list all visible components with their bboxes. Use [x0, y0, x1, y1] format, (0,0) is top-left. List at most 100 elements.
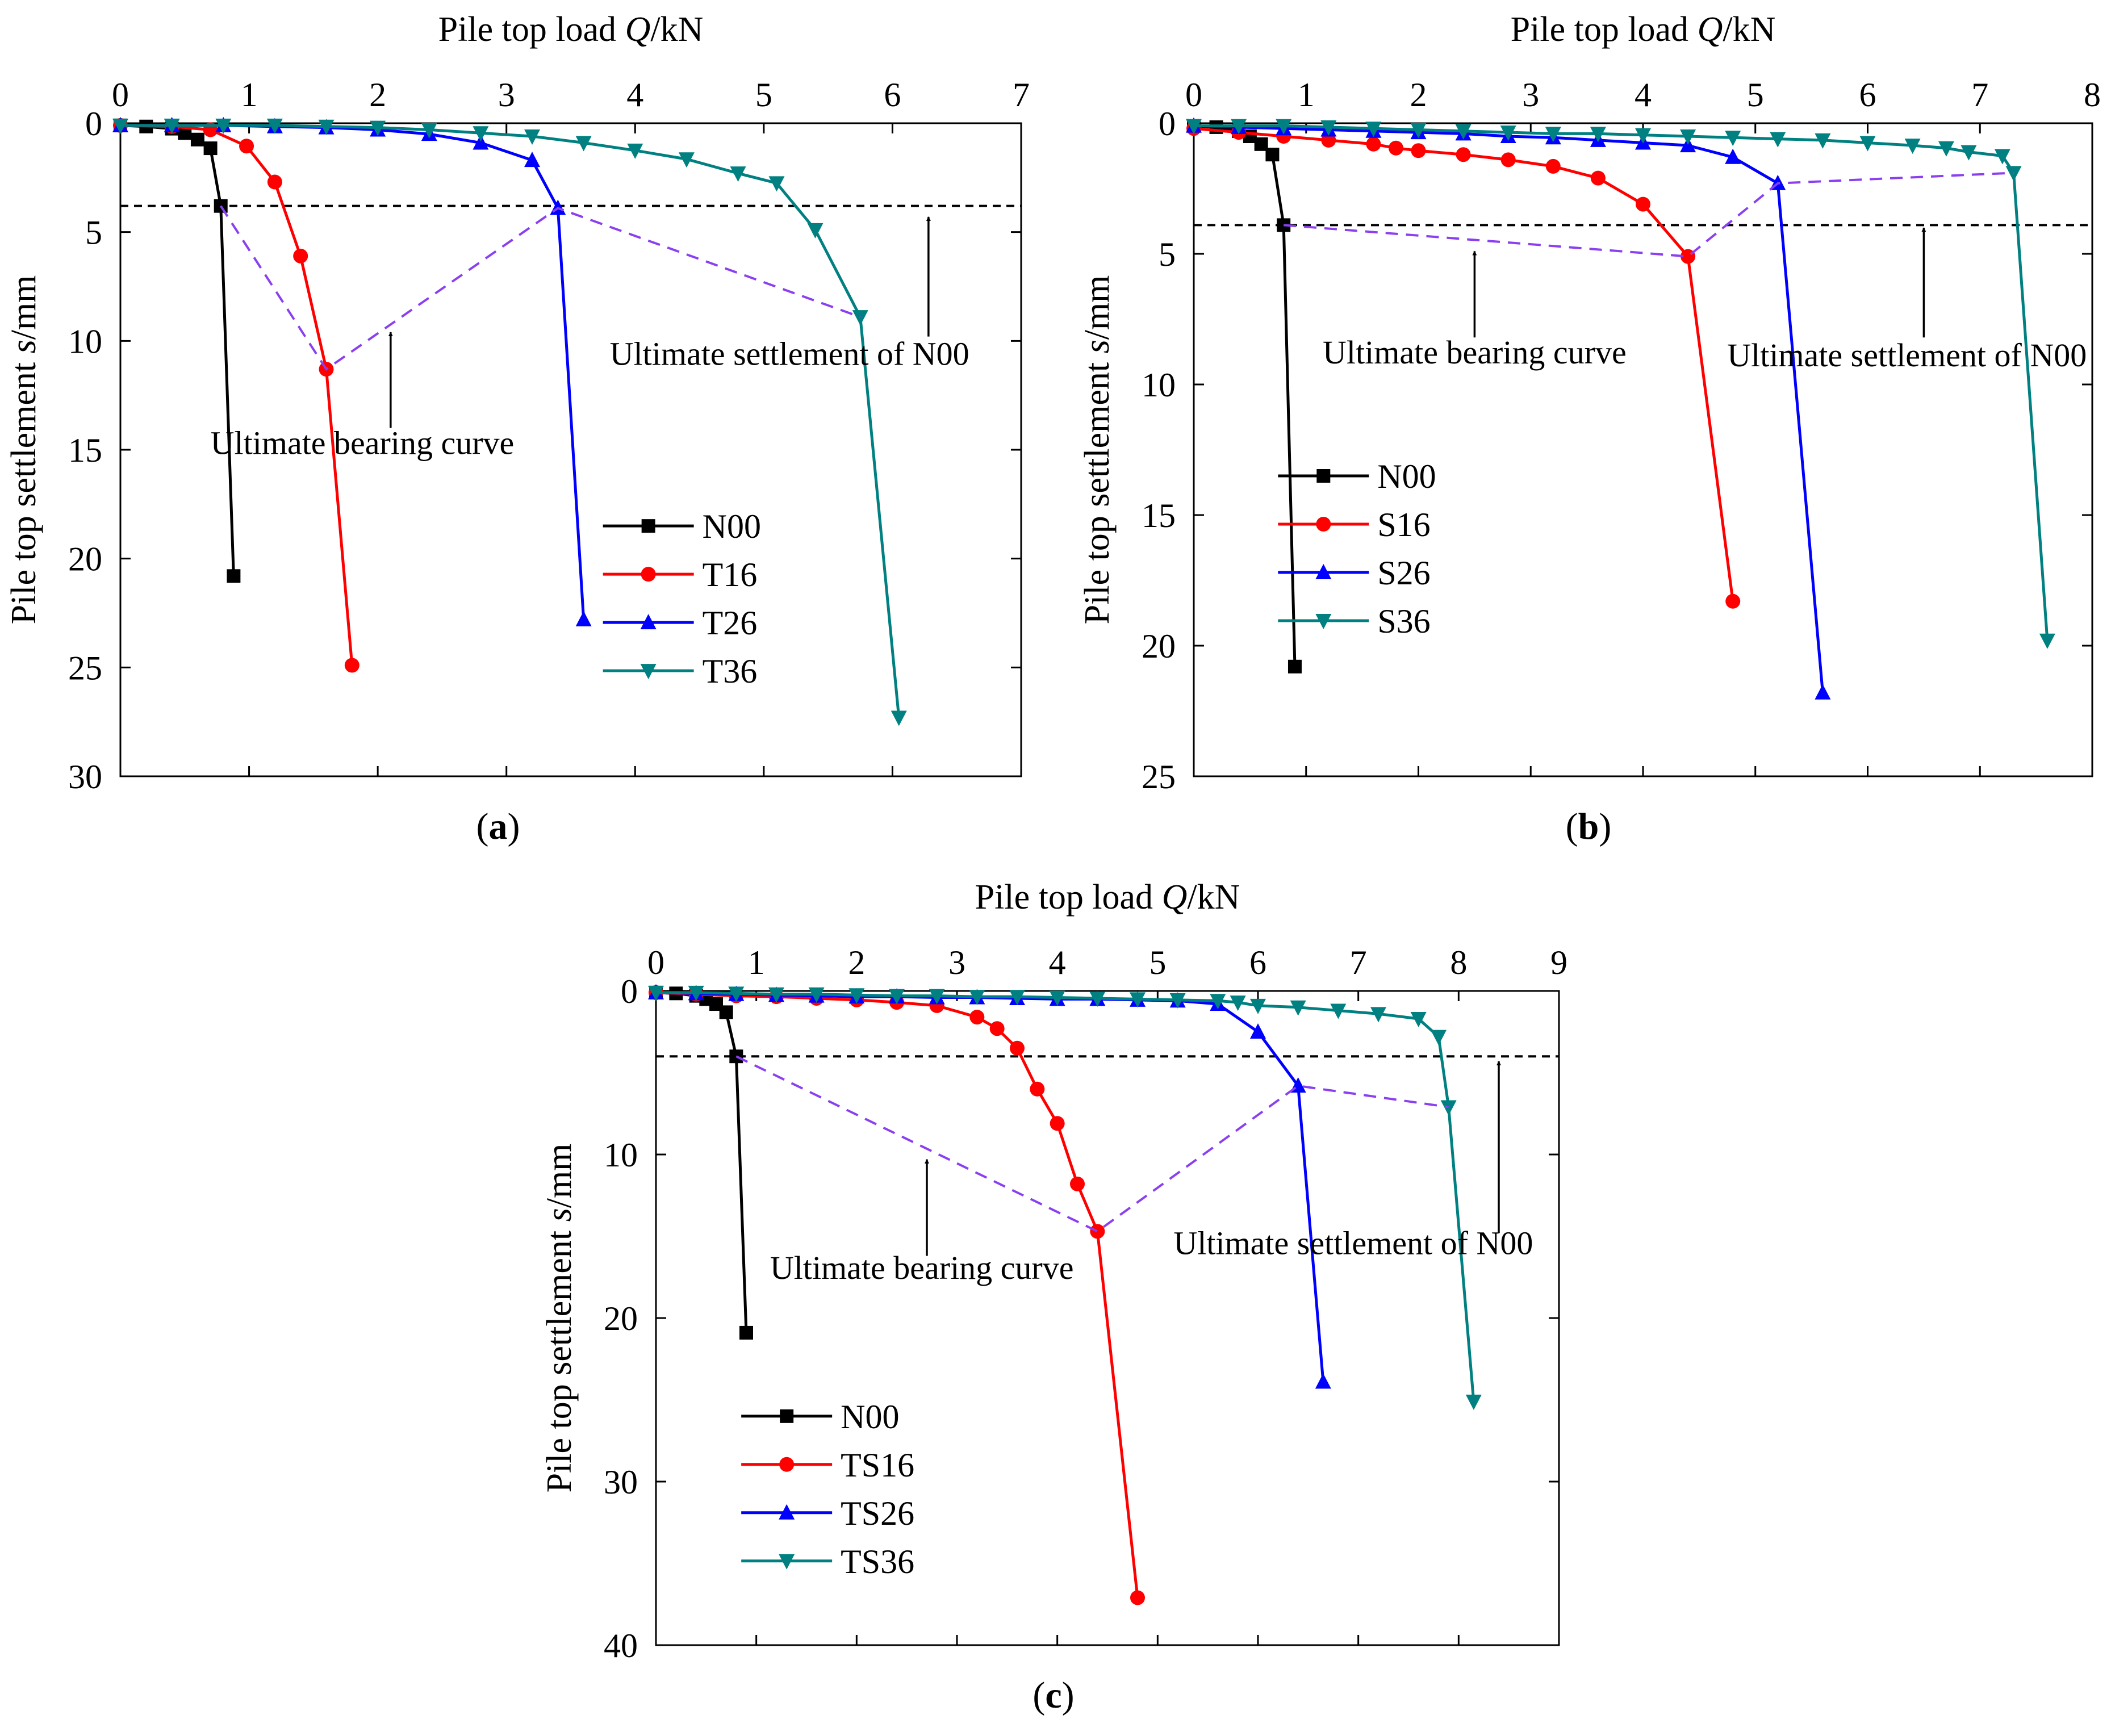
- data-point-t36: [678, 152, 695, 168]
- y-tick-label: 15: [1142, 497, 1176, 534]
- legend-label-s16: S16: [1377, 506, 1430, 543]
- data-point-s36: [1500, 126, 1516, 141]
- data-point-ts16: [969, 1010, 985, 1025]
- data-point-t16: [293, 248, 308, 263]
- data-point-ts36: [1250, 998, 1266, 1014]
- series-line-s36: [1194, 124, 2049, 641]
- x-tick-label: 7: [1013, 76, 1030, 114]
- data-point-s36: [1815, 133, 1831, 149]
- data-point-s36: [1455, 124, 1472, 140]
- data-point-s36: [1590, 127, 1606, 143]
- data-point-s16: [1590, 170, 1606, 186]
- x-axis-label: Pile top load Q/kN: [975, 878, 1240, 917]
- legend-label-s36: S36: [1377, 603, 1430, 640]
- data-point-ts26: [1250, 1023, 1266, 1039]
- data-point-s36: [1635, 128, 1651, 144]
- x-tick-label: 3: [498, 76, 515, 114]
- data-point-ts16: [1010, 1040, 1025, 1056]
- data-point-t36: [266, 118, 283, 134]
- legend-label-t26: T26: [703, 604, 758, 642]
- x-tick-label: 4: [1635, 76, 1652, 114]
- x-tick-label: 0: [112, 76, 129, 114]
- annotation-text: Ultimate settlement of N00: [1173, 1225, 1533, 1262]
- ultimate-bearing-curve: [220, 205, 861, 371]
- legend-marker-t26: [640, 614, 657, 630]
- legend: N00 TS16 TS26 TS36: [741, 1398, 914, 1580]
- legend: N00 T16 T26 T36: [603, 508, 761, 690]
- x-tick-label: 0: [647, 944, 664, 981]
- panel-label: (b): [1566, 806, 1612, 847]
- legend-label-n00: N00: [703, 508, 761, 545]
- data-point-ts16: [1030, 1081, 1045, 1097]
- data-point-t26: [575, 611, 592, 626]
- ultimate-bearing-curve: [735, 1055, 1449, 1233]
- data-point-n00: [739, 1325, 753, 1340]
- data-point-s36: [1725, 131, 1741, 147]
- x-tick-label: 1: [1298, 76, 1315, 114]
- panel-label: (c): [1032, 1675, 1074, 1716]
- data-point-s16: [1456, 147, 1471, 162]
- x-tick-label: 5: [1149, 944, 1166, 981]
- y-tick-label: 25: [1142, 758, 1176, 796]
- data-point-ts36: [1210, 994, 1226, 1010]
- data-point-t36: [891, 710, 907, 726]
- series-line-ts36: [656, 991, 1475, 1402]
- y-tick-label: 20: [604, 1300, 638, 1337]
- y-axis-label: Pile top settlement s/mm: [5, 275, 43, 625]
- data-point-t36: [524, 129, 541, 145]
- series-line-n00: [655, 991, 748, 1333]
- data-point-ts36: [1465, 1394, 1482, 1410]
- y-tick-label: 20: [1142, 628, 1176, 665]
- data-point-ts16: [1050, 1116, 1065, 1131]
- legend-label-t36: T36: [703, 652, 758, 690]
- data-point-ts36: [768, 987, 784, 1003]
- y-tick-label: 10: [604, 1136, 638, 1174]
- data-point-s16: [1366, 136, 1381, 152]
- data-point-ts36: [1330, 1003, 1347, 1019]
- y-tick-label: 5: [1159, 236, 1176, 273]
- data-point-ts16: [1130, 1590, 1145, 1605]
- legend-label-ts16: TS16: [841, 1446, 914, 1484]
- legend-marker-t36: [640, 664, 657, 680]
- y-tick-label: 20: [68, 541, 102, 578]
- y-tick-label: 30: [68, 758, 102, 796]
- legend-marker-ts16: [779, 1457, 795, 1472]
- series-line-t26: [120, 124, 586, 620]
- legend: N00 S16 S26 S36: [1278, 458, 1436, 640]
- data-point-ts36: [929, 989, 945, 1005]
- data-point-ts36: [728, 986, 745, 1002]
- data-point-ts36: [889, 989, 905, 1005]
- x-tick-label: 3: [1522, 76, 1539, 114]
- x-tick-label: 2: [369, 76, 386, 114]
- annotation-text: Ultimate bearing curve: [770, 1249, 1074, 1286]
- data-point-t36: [421, 123, 437, 139]
- series-line-s16: [1193, 127, 1734, 602]
- legend-label-ts26: TS26: [841, 1495, 914, 1532]
- x-tick-label: 5: [755, 76, 772, 114]
- data-point-s36: [1938, 141, 1954, 157]
- x-tick-label: 6: [1859, 76, 1876, 114]
- data-point-t26: [473, 134, 489, 150]
- x-tick-label: 6: [1249, 944, 1266, 981]
- data-point-t36: [768, 176, 785, 192]
- x-tick-label: 4: [1049, 944, 1066, 981]
- x-tick-label: 6: [884, 76, 901, 114]
- data-point-n00: [227, 569, 241, 583]
- x-tick-label: 1: [241, 76, 258, 114]
- y-tick-label: 0: [85, 105, 102, 143]
- data-point-ts36: [688, 985, 704, 1001]
- data-point-ts36: [1440, 1100, 1457, 1116]
- panel-label: (a): [476, 806, 520, 847]
- data-point-ts36: [1431, 1030, 1447, 1045]
- y-tick-label: 10: [68, 323, 102, 360]
- chart-panel-b: 0 1 2 3 4 5 6 7 8 0 5 10 15 20 25 Pile top load Q/kN Pil…: [1078, 10, 2101, 847]
- y-tick-label: 40: [604, 1627, 638, 1664]
- data-point-ts36: [1009, 990, 1025, 1006]
- legend-label-t16: T16: [703, 556, 758, 593]
- x-tick-label: 5: [1747, 76, 1764, 114]
- data-point-ts36: [1290, 1000, 1306, 1016]
- data-point-s26: [1815, 684, 1831, 700]
- data-point-t16: [344, 658, 360, 673]
- data-point-ts16: [1090, 1224, 1105, 1239]
- data-point-s36: [1859, 136, 1876, 152]
